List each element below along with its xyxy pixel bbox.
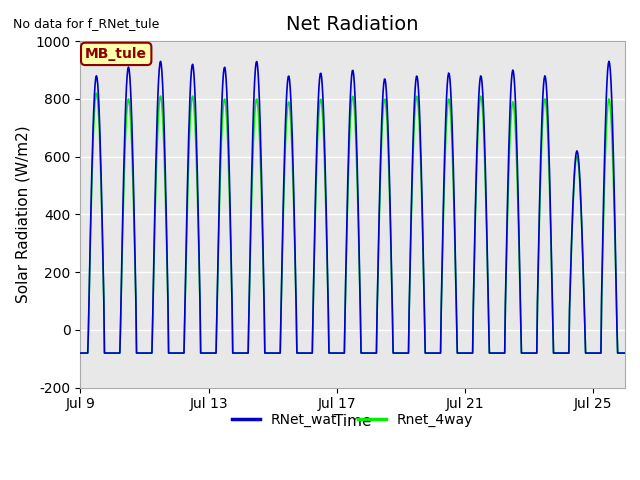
X-axis label: Time: Time xyxy=(334,414,371,429)
RNet_wat xyxy=(139,350,147,356)
Rnet_4way xyxy=(405,309,413,314)
Title: Net Radiation: Net Radiation xyxy=(287,15,419,34)
RNet_wat xyxy=(150,253,157,259)
Text: MB_tule: MB_tule xyxy=(85,47,147,61)
RNet_wat xyxy=(187,79,195,84)
Rnet_4way xyxy=(621,350,629,356)
RNet_wat xyxy=(404,350,412,356)
Rnet_4way xyxy=(140,350,147,356)
Rnet_4way xyxy=(493,350,501,356)
Rnet_4way xyxy=(93,90,100,96)
Line: Rnet_4way: Rnet_4way xyxy=(81,93,625,353)
Rnet_4way xyxy=(359,350,367,356)
Y-axis label: Solar Radiation (W/m2): Solar Radiation (W/m2) xyxy=(15,126,30,303)
RNet_wat xyxy=(621,350,629,356)
Rnet_4way xyxy=(188,99,195,105)
RNet_wat xyxy=(493,350,500,356)
RNet_wat xyxy=(605,59,613,64)
Rnet_4way xyxy=(77,350,84,356)
Legend: RNet_wat, Rnet_4way: RNet_wat, Rnet_4way xyxy=(227,408,479,433)
Line: RNet_wat: RNet_wat xyxy=(81,61,625,353)
RNet_wat xyxy=(358,350,366,356)
Rnet_4way xyxy=(151,234,159,240)
Text: No data for f_RNet_tule: No data for f_RNet_tule xyxy=(13,17,159,30)
RNet_wat xyxy=(77,350,84,356)
